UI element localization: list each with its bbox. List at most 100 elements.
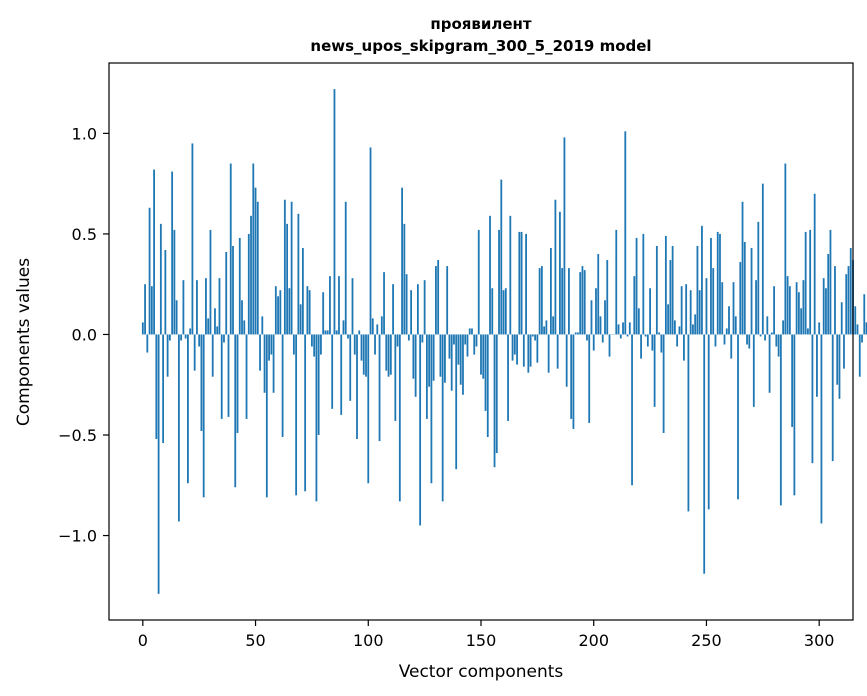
chart-title-line1: проявилент [430,15,532,33]
bar [378,334,381,442]
bar [398,334,401,502]
bar [561,268,564,335]
bar [356,334,358,440]
bar [162,334,165,444]
bar [166,334,169,377]
bar [421,334,424,343]
bar [671,245,674,335]
bar [795,282,798,335]
bar [712,268,715,335]
bar [761,183,764,335]
bar [437,260,440,335]
bar [389,334,392,375]
bar [813,193,816,335]
y-tick-label: 0.5 [72,225,97,244]
bar [631,334,633,486]
bar [669,260,672,335]
bar [484,334,487,411]
bar [604,300,606,335]
bar [863,294,866,335]
bar [807,328,809,335]
bar [597,254,600,335]
bar [739,262,742,335]
bar [301,248,304,335]
x-axis: 0 50 100 150 200 250 300 [138,620,834,650]
bar [198,334,201,347]
bar [838,334,841,399]
bar [475,334,478,347]
bar [344,201,347,335]
bar [335,330,338,335]
bar [626,334,629,337]
bar [574,332,577,335]
bar [405,274,408,335]
bar [737,334,739,500]
chart-title-line2: news_upos_skipgram_300_5_2019 model [310,37,651,55]
bar [549,248,552,335]
bar [144,284,146,335]
bar [579,272,582,335]
bar [482,334,485,379]
bar [764,334,766,341]
bar [527,334,530,373]
bar [281,334,284,438]
bar [854,306,857,335]
bar [333,89,336,335]
bar [673,320,676,335]
bar [606,260,609,335]
bar [516,334,518,365]
bar [683,334,685,361]
bar [365,334,367,377]
bar [646,334,649,347]
bar [317,334,320,435]
bar [214,308,216,335]
bar [568,268,570,335]
bar [664,235,667,335]
bar [453,334,455,345]
y-tick-label: 1.0 [72,124,97,143]
bar [304,334,307,492]
bar [601,334,604,343]
bar [595,288,597,335]
bar [770,332,773,335]
bar [547,334,550,373]
bar [360,334,363,361]
bar [577,332,579,335]
bar [250,215,252,335]
bar [297,213,300,335]
bar [265,334,268,498]
bar [243,320,246,335]
bar [419,334,422,526]
bar [157,334,160,594]
bar [750,248,753,335]
bar [196,280,198,335]
bar [741,201,744,335]
y-axis: −1.0 −0.5 0.0 0.5 1.0 [58,124,109,546]
bar [371,318,374,335]
bar [655,245,658,335]
bar [200,334,203,431]
bar [326,330,329,335]
bar [559,211,561,335]
bar [288,288,291,335]
bar [511,334,514,361]
bar [457,334,460,365]
bar [565,334,568,387]
y-tick-label: 0.0 [72,325,97,344]
bar [843,334,845,369]
bar [351,278,354,335]
bar [311,334,313,347]
bar [725,328,728,335]
bar [619,334,622,339]
bar [236,334,239,433]
bar [640,334,642,359]
bar [748,334,751,349]
bar [689,290,692,335]
bar [791,334,794,427]
bar [168,334,171,341]
bar [283,199,286,335]
bar [313,334,316,357]
bar [493,334,496,468]
bar [218,278,221,335]
bar [660,334,663,353]
